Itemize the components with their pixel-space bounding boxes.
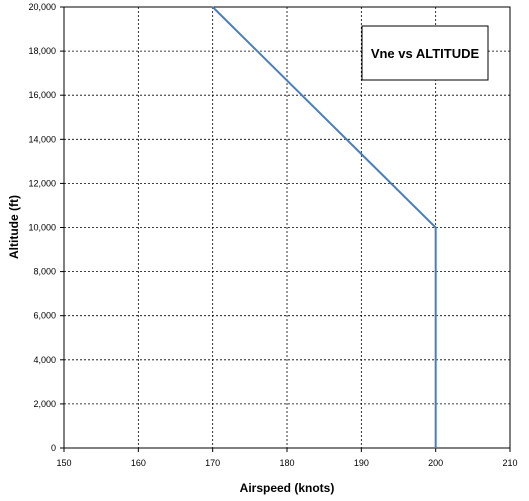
y-tick-label-6: 12,000 <box>28 178 56 188</box>
y-tick-label-7: 14,000 <box>28 134 56 144</box>
y-tick-label-2: 4,000 <box>33 355 56 365</box>
y-tick-label-3: 6,000 <box>33 311 56 321</box>
series-0-point-2 <box>435 447 437 449</box>
chart-title-box-border <box>361 25 489 81</box>
x-tick-label-5: 200 <box>428 458 443 468</box>
y-tick-label-0: 0 <box>51 443 56 453</box>
x-tick-label-4: 190 <box>354 458 369 468</box>
y-tick-label-8: 16,000 <box>28 90 56 100</box>
x-tick-labels: 150 160 170 180 190 200 210 <box>56 448 518 468</box>
chart-title-box: Vne vs ALTITUDE <box>361 25 489 81</box>
x-tick-label-3: 180 <box>279 458 294 468</box>
y-tick-label-10: 20,000 <box>28 2 56 12</box>
y-tick-label-5: 10,000 <box>28 223 56 233</box>
series-0-point-0 <box>212 6 214 8</box>
x-tick-label-0: 150 <box>56 458 71 468</box>
y-tick-labels: 0 2,000 4,000 6,000 8,000 10,000 12,000 14,000 1… <box>28 2 64 453</box>
series-0-point-1 <box>435 227 437 228</box>
x-tick-label-6: 210 <box>502 458 517 468</box>
x-tick-label-2: 170 <box>205 458 220 468</box>
y-tick-label-9: 18,000 <box>28 46 56 56</box>
y-tick-label-1: 2,000 <box>33 399 56 409</box>
chart-title: Vne vs ALTITUDE <box>371 46 480 61</box>
series-group <box>211 6 437 449</box>
y-tick-label-4: 8,000 <box>33 267 56 277</box>
x-axis-title: Airspeed (knots) <box>240 481 335 495</box>
x-tick-label-1: 160 <box>131 458 146 468</box>
y-axis-title: Altitude (ft) <box>7 195 21 259</box>
